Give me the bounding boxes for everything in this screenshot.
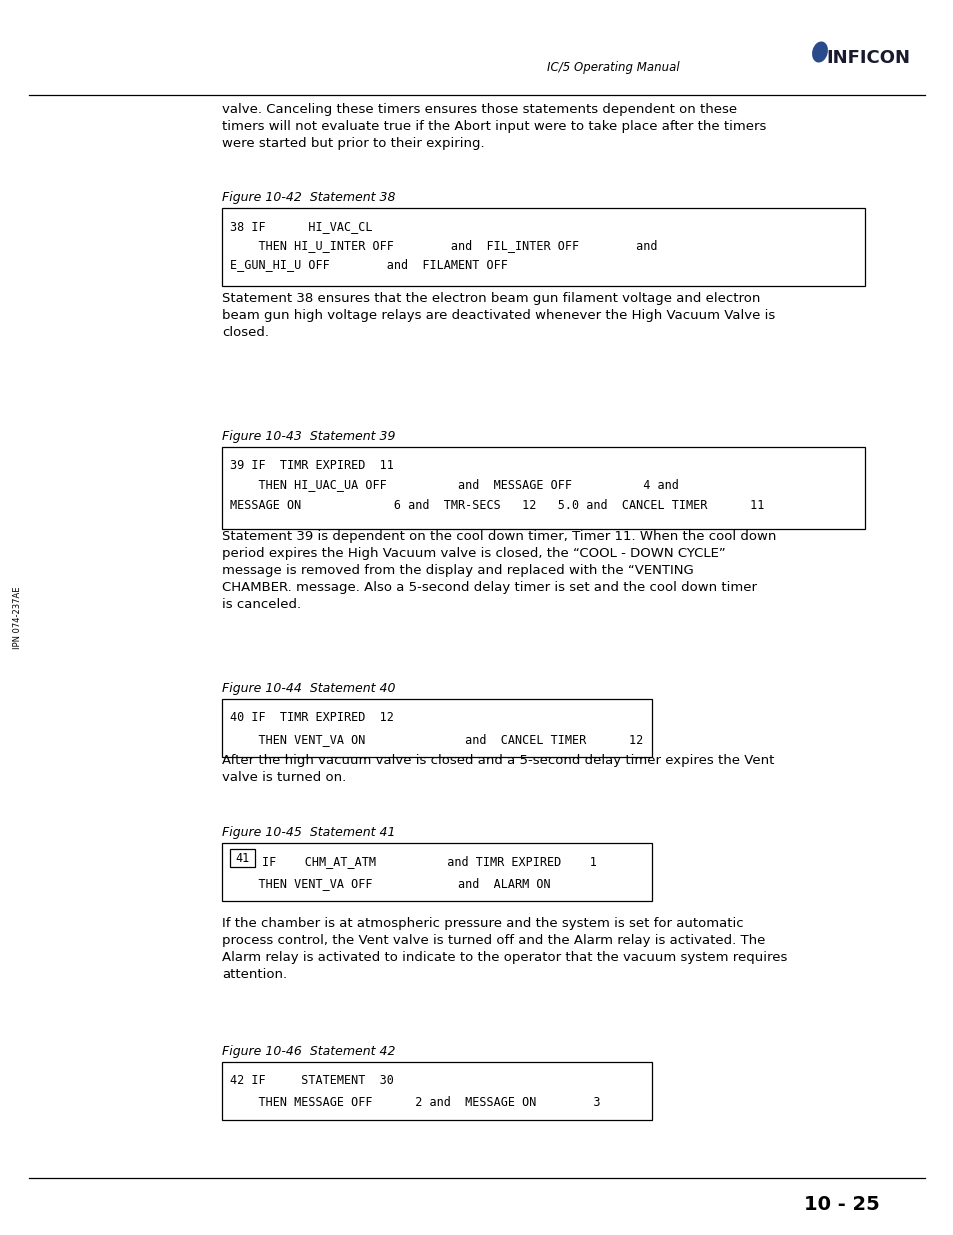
Text: Figure 10-43  Statement 39: Figure 10-43 Statement 39 <box>222 430 395 443</box>
Text: THEN MESSAGE OFF      2 and  MESSAGE ON        3: THEN MESSAGE OFF 2 and MESSAGE ON 3 <box>230 1095 599 1109</box>
Text: Figure 10-42  Statement 38: Figure 10-42 Statement 38 <box>222 191 395 204</box>
Text: Statement 39 is dependent on the cool down timer, Timer 11. When the cool down
p: Statement 39 is dependent on the cool do… <box>222 530 776 611</box>
Ellipse shape <box>812 42 826 62</box>
Text: INFICON: INFICON <box>825 49 909 67</box>
Text: Figure 10-44  Statement 40: Figure 10-44 Statement 40 <box>222 682 395 695</box>
Text: Figure 10-46  Statement 42: Figure 10-46 Statement 42 <box>222 1045 395 1058</box>
Text: IPN 074-237AE: IPN 074-237AE <box>13 587 23 650</box>
Text: 10 - 25: 10 - 25 <box>803 1195 879 1214</box>
Text: 41: 41 <box>235 851 250 864</box>
Text: IC/5 Operating Manual: IC/5 Operating Manual <box>547 62 679 74</box>
Text: THEN HI_UAC_UA OFF          and  MESSAGE OFF          4 and: THEN HI_UAC_UA OFF and MESSAGE OFF 4 and <box>230 478 679 492</box>
Text: THEN VENT_VA ON              and  CANCEL TIMER      12: THEN VENT_VA ON and CANCEL TIMER 12 <box>230 734 642 746</box>
Text: 42 IF     STATEMENT  30: 42 IF STATEMENT 30 <box>230 1074 394 1087</box>
Text: If the chamber is at atmospheric pressure and the system is set for automatic
pr: If the chamber is at atmospheric pressur… <box>222 918 786 981</box>
Bar <box>222 844 651 902</box>
Text: 40 IF  TIMR EXPIRED  12: 40 IF TIMR EXPIRED 12 <box>230 711 394 724</box>
Text: 38 IF      HI_VAC_CL: 38 IF HI_VAC_CL <box>230 220 372 233</box>
Text: valve. Canceling these timers ensures those statements dependent on these
timers: valve. Canceling these timers ensures th… <box>222 103 765 149</box>
Text: After the high vacuum valve is closed and a 5-second delay timer expires the Ven: After the high vacuum valve is closed an… <box>222 755 774 784</box>
Text: E_GUN_HI_U OFF        and  FILAMENT OFF: E_GUN_HI_U OFF and FILAMENT OFF <box>230 258 507 270</box>
Text: THEN HI_U_INTER OFF        and  FIL_INTER OFF        and: THEN HI_U_INTER OFF and FIL_INTER OFF an… <box>230 240 657 252</box>
Text: THEN VENT_VA OFF            and  ALARM ON: THEN VENT_VA OFF and ALARM ON <box>230 877 550 890</box>
Text: 39 IF  TIMR EXPIRED  11: 39 IF TIMR EXPIRED 11 <box>230 459 394 472</box>
Text: MESSAGE ON             6 and  TMR-SECS   12   5.0 and  CANCEL TIMER      11: MESSAGE ON 6 and TMR-SECS 12 5.0 and CAN… <box>230 499 763 513</box>
Text: IF    CHM_AT_ATM          and TIMR EXPIRED    1: IF CHM_AT_ATM and TIMR EXPIRED 1 <box>262 855 597 868</box>
Bar <box>222 447 864 529</box>
Text: Statement 38 ensures that the electron beam gun filament voltage and electron
be: Statement 38 ensures that the electron b… <box>222 291 775 338</box>
Bar <box>230 848 254 867</box>
Bar <box>222 699 651 757</box>
Bar <box>222 207 864 287</box>
Bar <box>222 1062 651 1120</box>
Text: Figure 10-45  Statement 41: Figure 10-45 Statement 41 <box>222 826 395 839</box>
